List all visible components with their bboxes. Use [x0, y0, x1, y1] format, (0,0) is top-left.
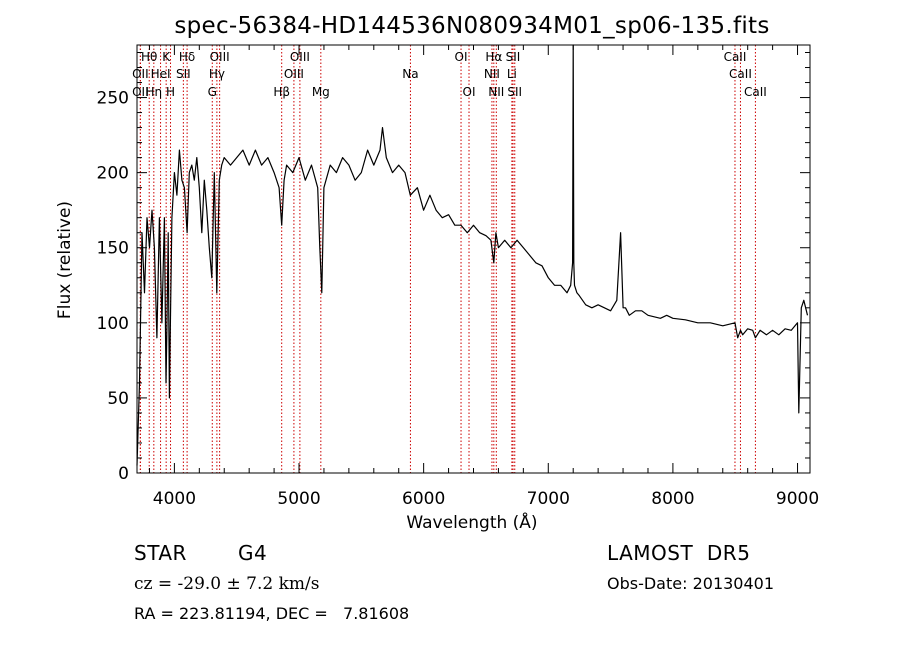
redshift-cz: cz = -29.0 ± 7.2 km/s: [134, 574, 320, 594]
y-axis-label: Flux (relative): [55, 201, 75, 319]
x-tick-label-4: 8000: [651, 489, 694, 509]
spectrum-line: [136, 44, 809, 466]
line-label-26: CaII: [729, 67, 752, 81]
x-tick-label-2: 6000: [402, 489, 445, 509]
y-tick-label-5: 250: [97, 89, 129, 109]
line-label-15: Mg: [312, 85, 330, 99]
line-label-19: NII: [484, 67, 500, 81]
line-label-17: OI: [455, 50, 468, 64]
y-axis-ticks: 0 50 100 150 200 250: [97, 52, 810, 484]
line-label-11: OIII: [210, 50, 230, 64]
line-label-6: H: [166, 85, 175, 99]
line-label-24: SII: [507, 85, 522, 99]
line-label-27: CaII: [744, 85, 767, 99]
coordinates: RA = 223.81194, DEC = 7.81608: [134, 604, 410, 623]
line-label-1: OII: [132, 67, 149, 81]
x-axis-ticks: 4000 5000 6000 7000 8000 9000: [148, 45, 819, 509]
x-tick-label-0: 4000: [153, 489, 196, 509]
line-label-21: Hα: [485, 50, 502, 64]
line-label-3: Hη: [146, 85, 163, 99]
observation-date: Obs-Date: 20130401: [607, 574, 775, 593]
object-class: STAR: [134, 541, 187, 565]
line-label-20: NII: [488, 85, 504, 99]
line-label-13: OIII: [284, 67, 304, 81]
line-label-10: Hγ: [209, 67, 225, 81]
x-tick-label-5: 9000: [776, 489, 819, 509]
plot-frame: [136, 44, 811, 474]
line-label-16: Na: [402, 67, 418, 81]
line-label-2: Hθ: [141, 50, 157, 64]
line-label-8: SII: [176, 67, 191, 81]
y-tick-label-2: 100: [97, 314, 129, 334]
y-tick-label-1: 50: [107, 389, 129, 409]
x-tick-label-3: 7000: [527, 489, 570, 509]
y-tick-label-3: 150: [97, 239, 129, 259]
line-label-12: Hβ: [273, 85, 290, 99]
y-tick-label-0: 0: [118, 464, 129, 484]
x-axis-label: Wavelength (Å): [406, 511, 537, 533]
y-tick-label-4: 200: [97, 164, 129, 184]
line-label-14: OIII: [290, 50, 310, 64]
x-tick-label-1: 5000: [277, 489, 320, 509]
line-label-4: HeI: [151, 67, 171, 81]
line-label-22: SII: [506, 50, 521, 64]
line-label-18: OI: [463, 85, 476, 99]
survey-name: LAMOST DR5: [607, 541, 751, 565]
line-label-0: OII: [132, 85, 149, 99]
spectral-line-markers: [139, 45, 756, 473]
spectral-subclass: G4: [238, 541, 268, 565]
line-label-9: G: [208, 85, 217, 99]
line-label-23: Li: [507, 67, 517, 81]
line-label-25: CaII: [724, 50, 747, 64]
spectral-line-labels: OII OII Hθ Hη HeI K H Hδ SII G Hγ OIII Hβ OIII OIII Mg N…: [132, 50, 767, 99]
chart-title: spec-56384-HD144536N080934M01_sp06-135.f…: [174, 13, 769, 39]
line-label-7: Hδ: [179, 50, 195, 64]
line-label-5: K: [162, 50, 171, 64]
